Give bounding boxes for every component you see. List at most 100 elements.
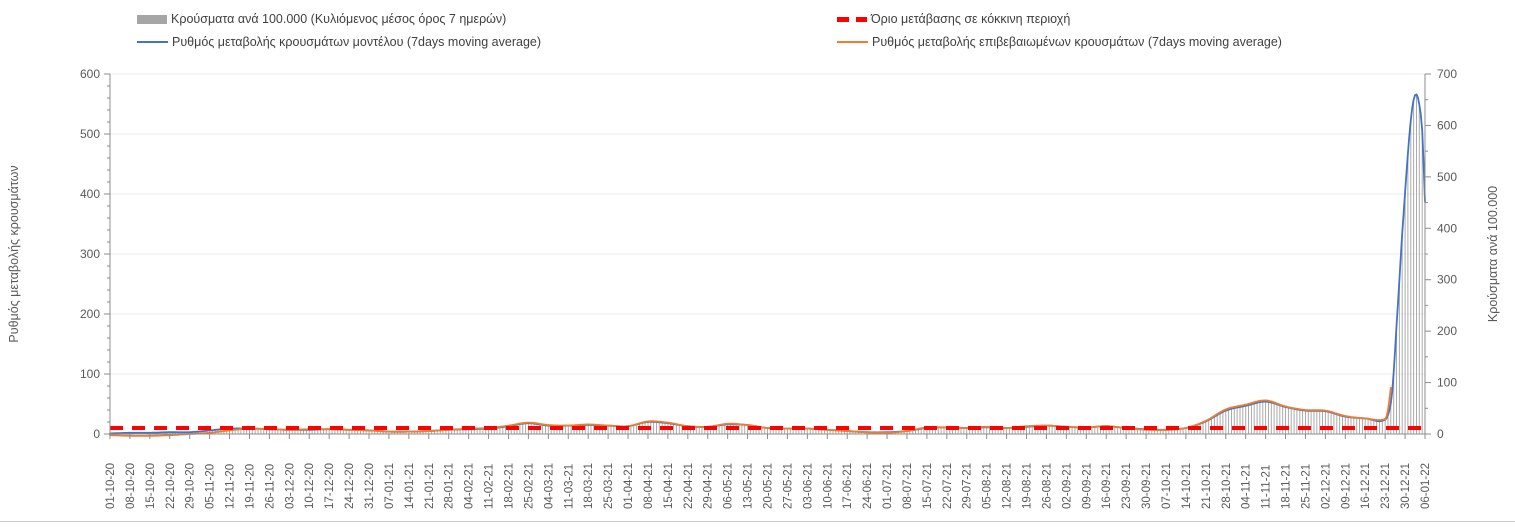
right-axis-title: Κρούσματα ανά 100.000 — [1486, 186, 1500, 322]
svg-text:22-07-21: 22-07-21 — [942, 463, 954, 509]
svg-text:08-10-20: 08-10-20 — [125, 463, 137, 509]
svg-text:04-11-21: 04-11-21 — [1241, 464, 1253, 509]
svg-text:08-04-21: 08-04-21 — [643, 463, 655, 509]
svg-text:11-03-21: 11-03-21 — [563, 464, 575, 509]
svg-text:31-12-20: 31-12-20 — [364, 463, 376, 509]
svg-text:21-01-21: 21-01-21 — [424, 463, 436, 509]
svg-text:28-10-21: 28-10-21 — [1221, 463, 1233, 509]
svg-text:09-09-21: 09-09-21 — [1081, 463, 1093, 509]
legend-item-confirmed-rate: Ρυθμός μεταβολής επιβεβαιωμένων κρουσμάτ… — [837, 34, 1282, 50]
svg-text:500: 500 — [80, 127, 100, 141]
legend-item-red-threshold: Όριο μετάβασης σε κόκκινη περιοχή — [837, 11, 1282, 27]
svg-text:600: 600 — [1437, 118, 1457, 132]
svg-text:10-12-20: 10-12-20 — [304, 463, 316, 509]
svg-text:15-10-20: 15-10-20 — [145, 463, 157, 509]
svg-text:24-06-21: 24-06-21 — [862, 463, 874, 509]
svg-text:30-09-21: 30-09-21 — [1141, 463, 1153, 509]
red-dashed-swatch-icon — [837, 16, 867, 22]
svg-text:01-10-20: 01-10-20 — [105, 463, 117, 509]
svg-text:28-01-21: 28-01-21 — [444, 463, 456, 509]
svg-text:13-05-21: 13-05-21 — [743, 463, 755, 509]
orange-line-swatch-icon — [837, 41, 868, 43]
svg-text:19-08-21: 19-08-21 — [1022, 463, 1034, 509]
svg-text:29-07-21: 29-07-21 — [962, 463, 974, 509]
svg-text:06-05-21: 06-05-21 — [723, 463, 735, 509]
svg-text:15-07-21: 15-07-21 — [922, 463, 934, 509]
svg-text:26-08-21: 26-08-21 — [1041, 463, 1053, 509]
svg-text:29-10-20: 29-10-20 — [185, 463, 197, 509]
svg-text:20-05-21: 20-05-21 — [763, 463, 775, 509]
svg-text:200: 200 — [80, 307, 100, 321]
svg-text:14-10-21: 14-10-21 — [1181, 463, 1193, 509]
svg-text:18-03-21: 18-03-21 — [583, 463, 595, 509]
svg-text:22-04-21: 22-04-21 — [683, 463, 695, 509]
svg-text:01-07-21: 01-07-21 — [882, 463, 894, 509]
svg-text:04-02-21: 04-02-21 — [464, 463, 476, 509]
chart-generated-layers: 0 100 200 300 400 500 600 0 100 200 300 400 500 600 70… — [80, 67, 1457, 509]
svg-text:15-04-21: 15-04-21 — [663, 463, 675, 509]
svg-text:18-02-21: 18-02-21 — [503, 463, 515, 509]
svg-text:01-04-21: 01-04-21 — [623, 463, 635, 509]
svg-text:17-06-21: 17-06-21 — [842, 463, 854, 509]
svg-text:05-11-20: 05-11-20 — [205, 464, 217, 509]
svg-text:200: 200 — [1437, 324, 1457, 338]
svg-text:03-06-21: 03-06-21 — [802, 463, 814, 509]
svg-text:10-06-21: 10-06-21 — [822, 463, 834, 509]
svg-text:12-08-21: 12-08-21 — [1002, 463, 1014, 509]
svg-text:29-04-21: 29-04-21 — [703, 463, 715, 509]
svg-text:02-12-21: 02-12-21 — [1320, 463, 1332, 509]
svg-text:25-02-21: 25-02-21 — [523, 463, 535, 509]
legend-label: Κρούσματα ανά 100.000 (Κυλιόμενος μέσος … — [171, 12, 507, 26]
svg-text:07-01-21: 07-01-21 — [384, 463, 396, 509]
blue-line-swatch-icon — [137, 41, 168, 43]
svg-text:0: 0 — [1437, 427, 1444, 441]
svg-text:16-12-21: 16-12-21 — [1360, 463, 1372, 509]
svg-text:300: 300 — [80, 247, 100, 261]
legend-item-model-rate: Ρυθμός μεταβολής κρουσμάτων μοντέλου (7d… — [137, 34, 541, 50]
svg-text:24-12-20: 24-12-20 — [344, 463, 356, 509]
gray-bar-swatch-icon — [137, 14, 167, 24]
svg-text:0: 0 — [93, 427, 100, 441]
svg-text:17-12-20: 17-12-20 — [324, 463, 336, 509]
legend-right-column: Όριο μετάβασης σε κόκκινη περιοχή Ρυθμός… — [837, 11, 1282, 50]
legend-item-cases-per-100k: Κρούσματα ανά 100.000 (Κυλιόμενος μέσος … — [137, 11, 541, 27]
svg-text:05-08-21: 05-08-21 — [982, 463, 994, 509]
svg-text:700: 700 — [1437, 67, 1457, 81]
svg-text:400: 400 — [1437, 221, 1457, 235]
svg-text:03-12-20: 03-12-20 — [284, 463, 296, 509]
svg-text:26-11-20: 26-11-20 — [264, 464, 276, 509]
svg-text:06-01-22: 06-01-22 — [1420, 463, 1432, 509]
svg-text:600: 600 — [80, 67, 100, 81]
svg-text:25-11-21: 25-11-21 — [1300, 464, 1312, 509]
svg-text:23-09-21: 23-09-21 — [1121, 463, 1133, 509]
svg-text:07-10-21: 07-10-21 — [1161, 463, 1173, 509]
svg-text:19-11-20: 19-11-20 — [244, 464, 256, 509]
svg-text:11-02-21: 11-02-21 — [484, 464, 496, 509]
legend-label: Ρυθμός μεταβολής επιβεβαιωμένων κρουσμάτ… — [872, 35, 1282, 49]
svg-text:22-10-20: 22-10-20 — [165, 463, 177, 509]
svg-text:02-09-21: 02-09-21 — [1061, 463, 1073, 509]
svg-text:12-11-20: 12-11-20 — [225, 464, 237, 509]
svg-text:500: 500 — [1437, 170, 1457, 184]
svg-text:30-12-21: 30-12-21 — [1400, 463, 1412, 509]
svg-text:21-10-21: 21-10-21 — [1201, 463, 1213, 509]
svg-text:11-11-21: 11-11-21 — [1261, 465, 1273, 509]
svg-text:09-12-21: 09-12-21 — [1340, 463, 1352, 509]
svg-text:100: 100 — [80, 367, 100, 381]
legend-left-column: Κρούσματα ανά 100.000 (Κυλιόμενος μέσος … — [137, 11, 541, 50]
svg-text:300: 300 — [1437, 273, 1457, 287]
svg-text:100: 100 — [1437, 376, 1457, 390]
svg-text:04-03-21: 04-03-21 — [543, 463, 555, 509]
legend-label: Όριο μετάβασης σε κόκκινη περιοχή — [871, 12, 1071, 26]
svg-text:14-01-21: 14-01-21 — [404, 463, 416, 509]
svg-text:23-12-21: 23-12-21 — [1380, 463, 1392, 509]
left-axis-title: Ρυθμός μεταβολής κρουσμάτων — [7, 165, 21, 342]
svg-text:08-07-21: 08-07-21 — [902, 463, 914, 509]
svg-text:27-05-21: 27-05-21 — [782, 463, 794, 509]
svg-text:18-11-21: 18-11-21 — [1281, 464, 1293, 509]
legend-label: Ρυθμός μεταβολής κρουσμάτων μοντέλου (7d… — [172, 35, 542, 49]
svg-text:25-03-21: 25-03-21 — [603, 463, 615, 509]
svg-text:16-09-21: 16-09-21 — [1101, 463, 1113, 509]
